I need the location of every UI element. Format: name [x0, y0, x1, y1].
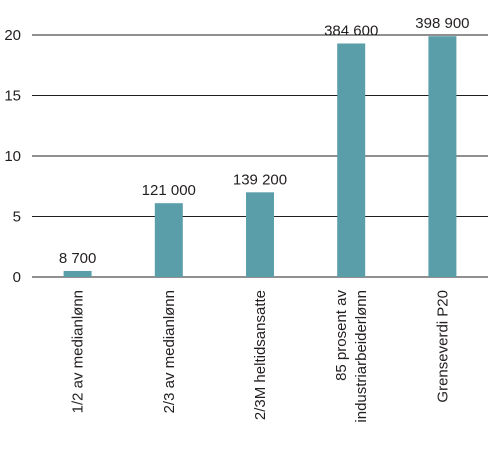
x-category-label-3-line-1: industriarbeiderlønn	[353, 290, 370, 423]
data-label-4: 398 900	[415, 15, 469, 32]
bar-4	[428, 36, 457, 278]
x-axis-category-labels: 1/2 av medianlønn 2/3 av medianlønn 2/3M h…	[70, 290, 452, 423]
bar-1	[154, 203, 183, 277]
gridlines	[32, 34, 488, 278]
x-category-label-0: 1/2 av medianlønn	[70, 290, 87, 413]
x-category-label-4: Grenseverdi P20	[434, 290, 451, 403]
y-tick-label-2: 10	[4, 148, 21, 165]
x-category-label-3-line-0: 85 prosent av	[333, 290, 350, 381]
data-label-2: 139 200	[233, 171, 287, 188]
bar-2	[246, 192, 274, 277]
data-label-0: 8 700	[59, 250, 97, 267]
bar-0	[63, 270, 92, 277]
bars	[63, 36, 457, 278]
data-labels: 8 700 121 000 139 200 384 600 398 900	[59, 15, 470, 267]
x-category-label-1: 2/3 av medianlønn	[161, 290, 178, 413]
x-category-label-2: 2/3M heltidsansatte	[252, 290, 269, 420]
y-axis-tick-labels: 0 5 10 15 20	[4, 27, 21, 286]
data-label-3: 384 600	[324, 22, 378, 39]
data-label-1: 121 000	[142, 182, 196, 199]
y-tick-label-1: 5	[13, 209, 21, 226]
bar-3	[337, 43, 366, 277]
y-tick-label-0: 0	[13, 269, 21, 286]
y-tick-label-4: 20	[4, 27, 21, 44]
y-tick-label-3: 15	[4, 88, 21, 105]
